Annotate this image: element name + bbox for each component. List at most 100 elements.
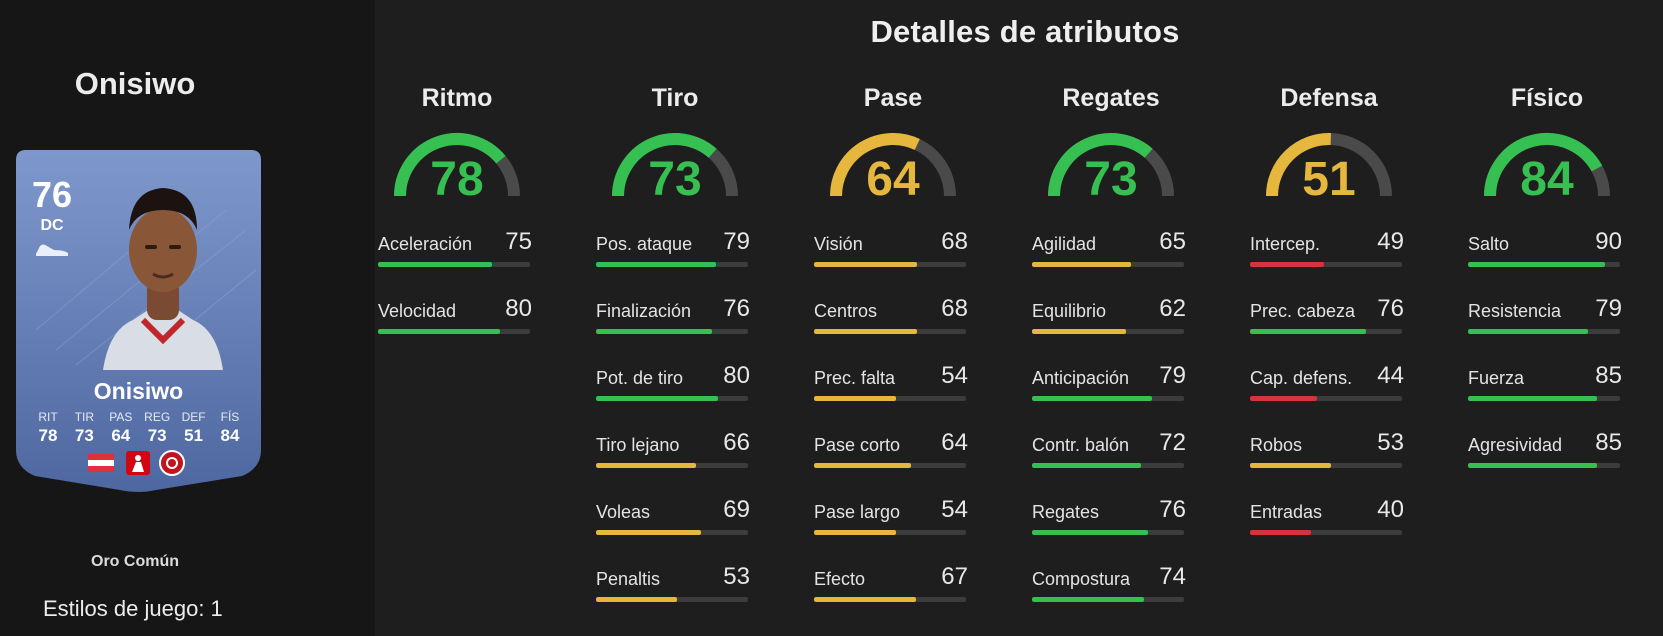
attribute-name: Voleas bbox=[596, 502, 651, 522]
attribute-row: Salto 90 bbox=[1466, 228, 1628, 295]
attribute-name: Aceleración bbox=[378, 234, 473, 254]
playstyles-count[interactable]: Estilos de juego: 1 bbox=[43, 596, 223, 621]
attribute-value: 68 bbox=[941, 295, 968, 322]
attribute-bar-fill bbox=[814, 597, 916, 602]
attribute-row: Finalización 76 bbox=[594, 295, 756, 362]
attribute-bar bbox=[1032, 597, 1184, 602]
attribute-bar bbox=[1032, 396, 1184, 401]
attribute-name: Compostura bbox=[1032, 569, 1131, 589]
attribute-row: Contr. balón 72 bbox=[1030, 429, 1192, 496]
attribute-row: Penaltis 53 bbox=[594, 563, 756, 630]
attribute-value: 76 bbox=[723, 295, 750, 322]
attribute-bar-fill bbox=[596, 597, 677, 602]
attribute-bar bbox=[1032, 530, 1184, 535]
attribute-row: Prec. cabeza 76 bbox=[1248, 295, 1410, 362]
attribute-row: Robos 53 bbox=[1248, 429, 1410, 496]
attribute-value: 64 bbox=[941, 429, 968, 456]
attribute-value: 69 bbox=[723, 496, 750, 523]
attribute-bar bbox=[1250, 329, 1402, 334]
card-stat-label: FÍS bbox=[220, 410, 240, 424]
player-summary-panel: Onisiwo 76 DC On bbox=[0, 0, 375, 636]
attribute-details-title: Detalles de atributos bbox=[870, 14, 1180, 49]
card-stat-label: DEF bbox=[181, 410, 206, 424]
attribute-bar bbox=[814, 262, 966, 267]
attribute-bar-fill bbox=[596, 396, 718, 401]
attribute-bar-fill bbox=[1250, 262, 1325, 267]
attribute-name: Salto bbox=[1468, 234, 1510, 254]
card-stat-value: 73 bbox=[147, 426, 167, 445]
attribute-bar bbox=[1250, 530, 1402, 535]
gauge-fill bbox=[394, 133, 506, 197]
attribute-column: Regates 73 Agilidad 65 Equilibrio 62 Anticipac… bbox=[1030, 84, 1192, 602]
attribute-bar bbox=[1032, 463, 1184, 468]
card-stat: FÍS 84 bbox=[215, 410, 245, 446]
card-quality: Oro Común bbox=[91, 553, 179, 570]
attribute-name: Contr. balón bbox=[1032, 435, 1130, 455]
category-gauge: 73 bbox=[594, 126, 756, 210]
player-card[interactable]: 76 DC Onisiwo RIT 78 TIR 73 PAS 64 REG 73 DE… bbox=[16, 150, 261, 494]
attribute-bar bbox=[814, 329, 966, 334]
attribute-name: Resistencia bbox=[1468, 301, 1562, 321]
attribute-row: Equilibrio 62 bbox=[1030, 295, 1192, 362]
attribute-row: Fuerza 85 bbox=[1466, 362, 1628, 429]
attribute-bar-fill bbox=[1468, 329, 1589, 334]
attribute-name: Prec. falta bbox=[814, 368, 896, 388]
attribute-row: Agresividad 85 bbox=[1466, 429, 1628, 496]
attribute-bar bbox=[596, 597, 748, 602]
attribute-value: 85 bbox=[1595, 362, 1622, 389]
bundesliga-logo-icon bbox=[126, 451, 150, 475]
card-stat: TIR 73 bbox=[69, 410, 99, 446]
card-stat: REG 73 bbox=[142, 410, 172, 446]
attribute-row: Velocidad 80 bbox=[376, 295, 538, 362]
attribute-value: 79 bbox=[1159, 362, 1186, 389]
attribute-list: Salto 90 Resistencia 79 Fuerza 85 Agresividad 8… bbox=[1466, 228, 1628, 496]
attribute-bar bbox=[1032, 329, 1184, 334]
gauge-fill bbox=[612, 133, 717, 197]
card-stat-label: TIR bbox=[74, 410, 95, 424]
attribute-bar bbox=[596, 329, 748, 334]
attribute-name: Fuerza bbox=[1468, 368, 1525, 388]
attribute-name: Penaltis bbox=[596, 569, 661, 589]
attribute-bar-fill bbox=[814, 463, 912, 468]
gauge-fill bbox=[1048, 133, 1153, 197]
card-badges bbox=[88, 450, 185, 476]
category-value: 78 bbox=[430, 153, 484, 206]
attribute-bar-fill bbox=[596, 262, 717, 267]
attribute-name: Tiro lejano bbox=[596, 435, 680, 455]
category-value: 64 bbox=[866, 153, 920, 206]
player-photo bbox=[103, 188, 223, 370]
attribute-bar bbox=[814, 396, 966, 401]
card-stat-value: 73 bbox=[74, 426, 94, 445]
attribute-list: Aceleración 75 Velocidad 80 bbox=[376, 228, 538, 362]
attribute-value: 79 bbox=[723, 228, 750, 255]
attribute-value: 68 bbox=[941, 228, 968, 255]
card-stat-label: REG bbox=[144, 410, 171, 424]
attribute-bar bbox=[1468, 262, 1620, 267]
attribute-bar bbox=[1468, 463, 1620, 468]
attribute-row: Pase largo 54 bbox=[812, 496, 974, 563]
attribute-value: 85 bbox=[1595, 429, 1622, 456]
attribute-row: Regates 76 bbox=[1030, 496, 1192, 563]
mainz-club-crest-icon bbox=[159, 450, 185, 476]
attribute-row: Prec. falta 54 bbox=[812, 362, 974, 429]
attribute-bar bbox=[1250, 262, 1402, 267]
attribute-bar-fill bbox=[596, 463, 697, 468]
attribute-column: Pase 64 Visión 68 Centros 68 Prec. falta 54 Pase… bbox=[812, 84, 974, 602]
attribute-value: 54 bbox=[941, 362, 968, 389]
attribute-name: Entradas bbox=[1250, 502, 1323, 522]
attribute-name: Regates bbox=[1032, 502, 1100, 522]
attribute-bar-fill bbox=[1032, 396, 1153, 401]
category-name: Pase bbox=[863, 84, 923, 112]
attribute-bar-fill bbox=[378, 329, 500, 334]
attribute-bar bbox=[1468, 329, 1620, 334]
category-name: Físico bbox=[1510, 84, 1584, 112]
card-stat-label: RIT bbox=[38, 410, 58, 424]
attribute-column: Tiro 73 Pos. ataque 79 Finalización 76 Pot. de… bbox=[594, 84, 756, 602]
attribute-name: Agresividad bbox=[1468, 435, 1563, 455]
card-rating: 76 bbox=[31, 174, 73, 215]
category-name: Ritmo bbox=[421, 84, 493, 112]
attribute-row: Aceleración 75 bbox=[376, 228, 538, 295]
attribute-row: Pot. de tiro 80 bbox=[594, 362, 756, 429]
attribute-bar-fill bbox=[1032, 463, 1142, 468]
gauge-fill bbox=[830, 133, 920, 197]
